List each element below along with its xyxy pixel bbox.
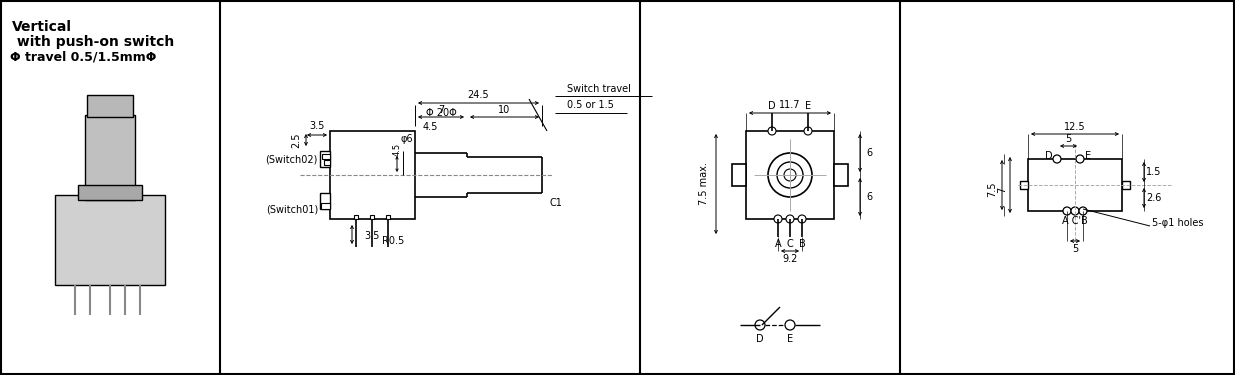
Circle shape: [768, 127, 776, 135]
Text: 12.5: 12.5: [1065, 122, 1086, 132]
Bar: [1123, 181, 1130, 189]
Text: φ6: φ6: [400, 134, 414, 144]
Bar: [354, 215, 358, 219]
Text: 4.5: 4.5: [422, 122, 437, 132]
Circle shape: [755, 320, 764, 330]
Text: E: E: [1084, 151, 1091, 161]
Bar: [320, 193, 330, 209]
Bar: [322, 154, 330, 159]
Text: 5-φ1 holes: 5-φ1 holes: [1152, 218, 1203, 228]
Text: 10: 10: [498, 105, 510, 115]
Bar: [85, 115, 135, 200]
Text: Switch travel: Switch travel: [567, 84, 631, 94]
Text: 1.5: 1.5: [1146, 167, 1162, 177]
Text: 0.5 or 1.5: 0.5 or 1.5: [567, 100, 614, 110]
Text: A C'B: A C'B: [1062, 216, 1088, 226]
Text: (Switch02): (Switch02): [266, 154, 317, 164]
Circle shape: [774, 215, 782, 223]
Bar: [1020, 181, 1028, 189]
Bar: [330, 131, 415, 219]
Text: 6: 6: [866, 192, 872, 202]
Circle shape: [785, 320, 795, 330]
Text: 9.2: 9.2: [782, 254, 798, 264]
Text: C: C: [787, 239, 793, 249]
Text: D: D: [1045, 151, 1052, 161]
Bar: [370, 215, 374, 219]
Circle shape: [1071, 207, 1079, 215]
Text: E: E: [805, 101, 811, 111]
Text: B: B: [799, 239, 805, 249]
Bar: [86, 95, 133, 117]
Bar: [56, 195, 165, 285]
Text: 3.5: 3.5: [364, 231, 379, 241]
Circle shape: [1076, 155, 1084, 163]
Text: 11.7: 11.7: [779, 100, 800, 110]
Text: 2.6: 2.6: [1146, 193, 1162, 203]
Text: 5: 5: [1065, 134, 1071, 144]
Bar: [321, 203, 330, 209]
Circle shape: [1079, 207, 1087, 215]
Text: A: A: [774, 239, 782, 249]
Text: with push-on switch: with push-on switch: [12, 35, 174, 49]
Text: R0.5: R0.5: [382, 236, 404, 246]
Bar: [320, 151, 330, 167]
Bar: [324, 160, 330, 165]
Text: 7: 7: [997, 187, 1007, 193]
Circle shape: [1053, 155, 1061, 163]
Text: 5: 5: [1072, 244, 1078, 254]
Text: (Switch01): (Switch01): [266, 204, 317, 214]
Text: 4.5: 4.5: [393, 142, 401, 156]
Text: 7.5: 7.5: [987, 181, 997, 197]
Circle shape: [798, 215, 806, 223]
Text: D: D: [756, 334, 763, 344]
Text: 2.5: 2.5: [291, 132, 301, 148]
Text: Φ 20Φ: Φ 20Φ: [426, 108, 457, 118]
Text: E: E: [787, 334, 793, 344]
Text: C1: C1: [550, 198, 563, 208]
Text: 3.5: 3.5: [309, 121, 325, 131]
Bar: [732, 164, 746, 186]
Text: 6: 6: [866, 148, 872, 158]
Bar: [78, 185, 142, 200]
Circle shape: [785, 215, 794, 223]
Bar: [834, 164, 848, 186]
Text: Φ travel 0.5/1.5mmΦ: Φ travel 0.5/1.5mmΦ: [10, 50, 157, 63]
Text: 7.5 max.: 7.5 max.: [699, 163, 709, 206]
Text: Vertical: Vertical: [12, 20, 72, 34]
Circle shape: [1063, 207, 1071, 215]
Text: D: D: [768, 101, 776, 111]
Bar: [387, 215, 390, 219]
Circle shape: [804, 127, 811, 135]
Bar: [1028, 159, 1123, 211]
Text: 7: 7: [438, 105, 445, 115]
Text: 24.5: 24.5: [467, 90, 489, 100]
Bar: [746, 131, 834, 219]
